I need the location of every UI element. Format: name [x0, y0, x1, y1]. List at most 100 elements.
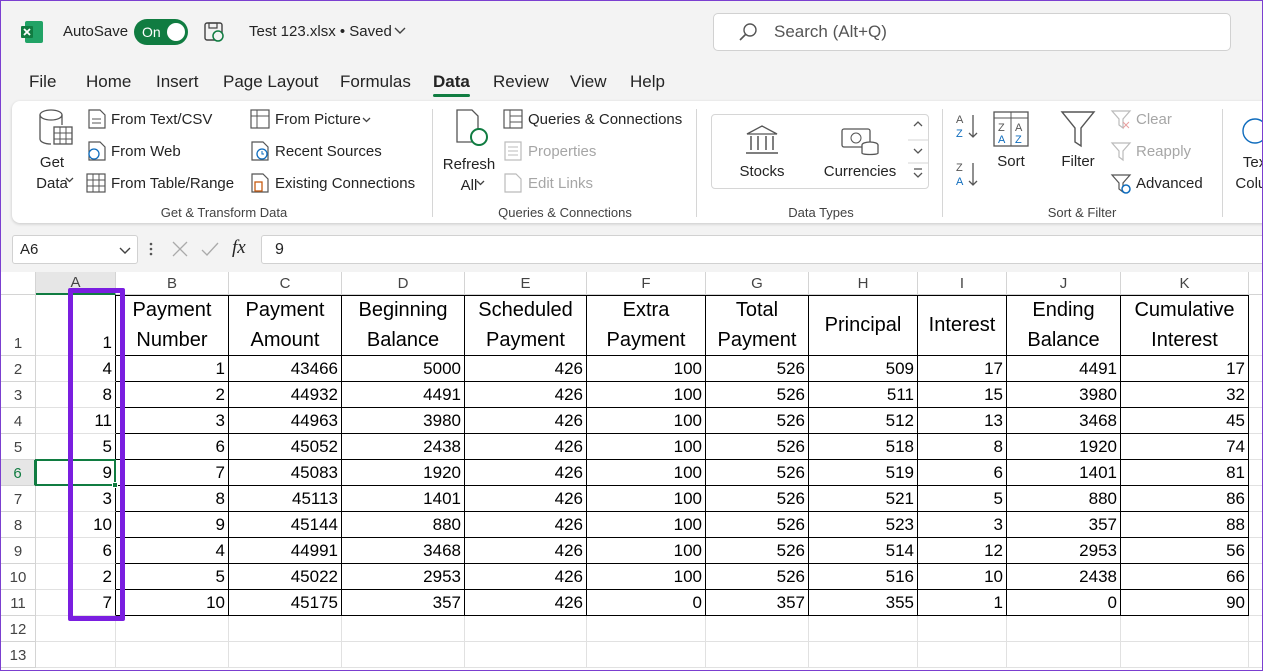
row-header[interactable]: 9 [1, 538, 36, 564]
cell[interactable]: 521 [809, 486, 918, 512]
column-header[interactable]: D [342, 272, 465, 295]
cell[interactable]: 1401 [1007, 460, 1121, 486]
cell[interactable]: 66 [1121, 564, 1249, 590]
cell[interactable] [1249, 460, 1263, 486]
header-cell[interactable]: Extra Payment [587, 295, 706, 356]
cancel-enter-icons[interactable] [172, 241, 222, 257]
cell[interactable] [809, 642, 918, 668]
cell[interactable]: 100 [587, 564, 706, 590]
ribbon-tab[interactable]: Help [630, 72, 665, 92]
cell[interactable]: 3 [116, 408, 229, 434]
cell[interactable]: 516 [809, 564, 918, 590]
cell[interactable]: 526 [706, 486, 809, 512]
cell[interactable]: 3468 [342, 538, 465, 564]
header-cell[interactable]: Payment Amount [229, 295, 342, 356]
cell[interactable]: 3468 [1007, 408, 1121, 434]
row-header[interactable]: 2 [1, 356, 36, 382]
formula-input[interactable]: 9 [261, 235, 1263, 264]
cell[interactable]: 100 [587, 382, 706, 408]
cell[interactable]: 3 [918, 512, 1007, 538]
refresh-all-button[interactable]: Refresh All [441, 154, 497, 196]
cell[interactable]: 2953 [1007, 538, 1121, 564]
column-header[interactable]: C [229, 272, 342, 295]
cell[interactable] [116, 642, 229, 668]
cell[interactable]: 56 [1121, 538, 1249, 564]
save-icon[interactable] [204, 22, 224, 42]
cell[interactable] [706, 642, 809, 668]
cell[interactable]: 32 [1121, 382, 1249, 408]
cell[interactable]: 1 [918, 590, 1007, 616]
cell[interactable]: 45113 [229, 486, 342, 512]
cell[interactable]: 43466 [229, 356, 342, 382]
cell[interactable]: 3980 [1007, 382, 1121, 408]
cell[interactable]: 45175 [229, 590, 342, 616]
row-header[interactable]: 6 [1, 460, 36, 486]
header-cell[interactable]: Total Payment [706, 295, 809, 356]
cell[interactable]: 12 [918, 538, 1007, 564]
cell[interactable]: 44963 [229, 408, 342, 434]
cell[interactable]: 100 [587, 512, 706, 538]
cell[interactable]: 100 [587, 538, 706, 564]
header-cell[interactable]: Cumulative Interest [1121, 295, 1249, 356]
cell[interactable] [229, 616, 342, 642]
ribbon-tab[interactable]: Insert [156, 72, 199, 92]
name-box[interactable]: A6 [12, 235, 138, 264]
column-header[interactable]: G [706, 272, 809, 295]
cell[interactable]: 1401 [342, 486, 465, 512]
cell[interactable]: 8 [116, 486, 229, 512]
cell[interactable]: 45083 [229, 460, 342, 486]
row-header[interactable]: 12 [1, 616, 36, 642]
cell[interactable] [918, 616, 1007, 642]
column-header[interactable]: H [809, 272, 918, 295]
from-web-button[interactable]: From Web [111, 143, 181, 160]
cell[interactable] [1121, 642, 1249, 668]
from-table-range-button[interactable]: From Table/Range [111, 175, 234, 192]
cell[interactable] [1249, 295, 1263, 356]
header-cell[interactable]: Principal [809, 295, 918, 356]
cell[interactable]: 15 [918, 382, 1007, 408]
column-header[interactable]: F [587, 272, 706, 295]
cell[interactable]: 2438 [1007, 564, 1121, 590]
cell[interactable]: 100 [587, 356, 706, 382]
currencies-button[interactable]: Currencies [820, 163, 900, 180]
cell[interactable]: 45022 [229, 564, 342, 590]
column-header[interactable]: J [1007, 272, 1121, 295]
cell[interactable]: 426 [465, 408, 587, 434]
cell[interactable]: 526 [706, 460, 809, 486]
cell[interactable]: 9 [116, 512, 229, 538]
cell[interactable] [1249, 616, 1263, 642]
ribbon-tab[interactable]: Formulas [340, 72, 411, 92]
ribbon-tab[interactable]: Review [493, 72, 549, 92]
cell[interactable]: 426 [465, 486, 587, 512]
ribbon-tab[interactable]: Data [433, 72, 470, 92]
insert-function[interactable]: fx [232, 237, 246, 259]
queries-connections-button[interactable]: Queries & Connections [528, 111, 682, 128]
search-box[interactable]: Search (Alt+Q) [713, 13, 1231, 51]
filter-button[interactable]: Filter [1048, 153, 1108, 170]
cell[interactable] [587, 616, 706, 642]
stocks-button[interactable]: Stocks [722, 163, 802, 180]
cell[interactable]: 88 [1121, 512, 1249, 538]
cell[interactable]: 880 [1007, 486, 1121, 512]
cell[interactable]: 357 [706, 590, 809, 616]
cell[interactable]: 2953 [342, 564, 465, 590]
cell[interactable]: 7 [116, 460, 229, 486]
text-to-columns-button[interactable]: Text to Columns [1235, 152, 1263, 194]
row-header[interactable]: 8 [1, 512, 36, 538]
cell[interactable]: 426 [465, 460, 587, 486]
get-data-button[interactable]: Get Data [29, 152, 75, 194]
ribbon-tab[interactable]: File [29, 72, 56, 92]
cell[interactable]: 0 [1007, 590, 1121, 616]
cell[interactable]: 10 [918, 564, 1007, 590]
cell[interactable] [1249, 642, 1263, 668]
cell[interactable]: 0 [587, 590, 706, 616]
cell[interactable]: 426 [465, 382, 587, 408]
cell[interactable]: 509 [809, 356, 918, 382]
cell[interactable] [706, 616, 809, 642]
advanced-button[interactable]: Advanced [1136, 175, 1203, 192]
cell[interactable]: 511 [809, 382, 918, 408]
row-header[interactable]: 11 [1, 590, 36, 616]
cell[interactable]: 100 [587, 434, 706, 460]
edit-links-button[interactable]: Edit Links [528, 175, 593, 192]
column-header[interactable]: B [116, 272, 229, 295]
